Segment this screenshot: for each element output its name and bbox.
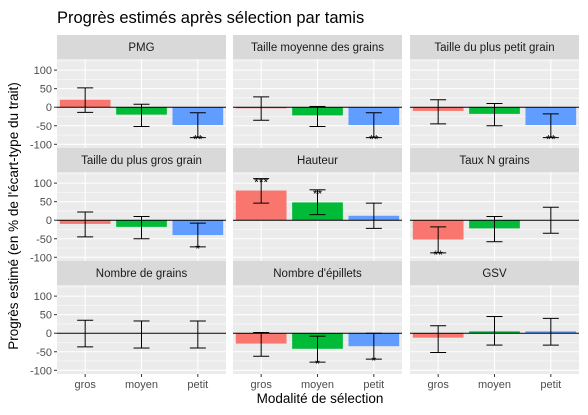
x-tick-label: petit	[187, 379, 208, 391]
facet-panel: Taille du plus petit grain **	[410, 35, 579, 148]
y-tick-label: -50	[36, 347, 52, 359]
y-tick-label: 100	[34, 178, 52, 190]
y-tick-label: 50	[40, 84, 52, 96]
facet-strip	[233, 148, 402, 172]
error-bar	[77, 319, 94, 348]
chart-title: Progrès estimés après sélection par tami…	[57, 9, 364, 27]
error-bar	[77, 211, 94, 238]
significance-label: **	[369, 133, 379, 147]
y-tick-label: 0	[46, 328, 52, 340]
significance-label: **	[313, 187, 323, 201]
error-bar	[253, 96, 270, 121]
y-tick-label: 50	[40, 310, 52, 322]
y-axis-title: Progrès estimé (en % de l'écart-type du …	[6, 82, 21, 349]
facet-strip	[410, 148, 579, 172]
significance-label: *	[315, 357, 320, 371]
facet-strip	[57, 148, 226, 172]
facet-strip-label: Taux N grains	[459, 155, 530, 167]
x-tick-label: gros	[250, 379, 272, 391]
error-bar	[430, 99, 447, 125]
facet-strip-label: Hauteur	[297, 155, 338, 167]
error-bar	[365, 202, 382, 229]
x-tick-label: moyen	[125, 379, 158, 391]
facet-strip-label: Taille du plus petit grain	[434, 42, 554, 54]
x-tick-label: moyen	[301, 379, 334, 391]
y-tick-label: 0	[46, 102, 52, 114]
error-bar	[253, 178, 270, 204]
y-tick-label: -50	[36, 234, 52, 246]
significance-label: *	[371, 354, 376, 368]
significance-label: *	[195, 242, 200, 256]
significance-label: **	[193, 133, 203, 147]
error-bar	[542, 113, 559, 139]
facet-strip-label: PMG	[128, 42, 154, 54]
error-bar	[189, 112, 206, 139]
error-bar	[133, 216, 150, 240]
error-bar	[309, 189, 326, 216]
y-tick-label: 100	[34, 65, 52, 77]
x-tick-label: moyen	[478, 379, 511, 391]
error-bar	[430, 325, 447, 353]
x-axis-title: Modalité de sélection	[257, 391, 384, 406]
facet-strip	[233, 35, 402, 59]
facet-strip	[233, 261, 402, 285]
y-tick-label: -50	[36, 121, 52, 133]
facet-panel: Taux N grains **	[410, 148, 579, 262]
y-tick-label: 0	[46, 215, 52, 227]
y-tick-label: 100	[34, 291, 52, 303]
facet-panel: Taille moyenne des grains **	[233, 35, 402, 148]
error-bar	[486, 316, 503, 346]
error-bar	[253, 331, 270, 357]
error-bar	[365, 112, 382, 139]
error-bar	[365, 332, 382, 360]
error-bar	[133, 103, 150, 127]
facet-strip	[57, 261, 226, 285]
error-bar	[189, 320, 206, 349]
y-tick-label: -100	[30, 252, 52, 264]
significance-label: **	[433, 248, 443, 262]
facet-panel: PMG ** -100 -50 0 50 100	[30, 35, 226, 151]
facet-strip-label: Taille moyenne des grains	[251, 42, 384, 54]
error-bar	[133, 320, 150, 349]
error-bar	[77, 87, 94, 113]
y-tick-label: -100	[30, 139, 52, 151]
y-tick-label: -100	[30, 365, 52, 377]
error-bar	[430, 226, 447, 254]
x-tick-label: petit	[540, 379, 561, 391]
y-tick-label: 50	[40, 197, 52, 209]
facet-panel: Hauteur*****	[233, 148, 402, 261]
facet-panel: GSV gros moyen petit	[410, 261, 579, 391]
error-bar	[309, 105, 326, 127]
error-bar	[542, 206, 559, 234]
significance-label: ***	[254, 176, 268, 190]
facet-strip	[57, 35, 226, 59]
facet-strip	[410, 35, 579, 59]
error-bar	[189, 222, 206, 248]
error-bar	[309, 335, 326, 363]
facet-strip-label: Nombre d'épillets	[273, 268, 362, 280]
facet-strip-label: Taille du plus gros grain	[81, 155, 202, 167]
facet-strip	[410, 261, 579, 285]
x-tick-label: gros	[74, 379, 96, 391]
error-bar	[486, 216, 503, 243]
error-bar	[486, 103, 503, 127]
facet-panel: Nombre d'épillets * * gros moyen petit	[233, 261, 402, 391]
facet-panel: Taille du plus gros grain * -100 -50 0 50 100	[30, 148, 226, 264]
error-bar	[542, 317, 559, 346]
x-tick-label: petit	[363, 379, 384, 391]
x-tick-label: gros	[427, 379, 449, 391]
facet-strip-label: Nombre de grains	[96, 268, 188, 280]
facet-panel: Nombre de grains -100 -50 0 50 100 gros moyen pe…	[30, 261, 226, 391]
significance-label: **	[546, 133, 556, 147]
facet-strip-label: GSV	[482, 268, 507, 280]
